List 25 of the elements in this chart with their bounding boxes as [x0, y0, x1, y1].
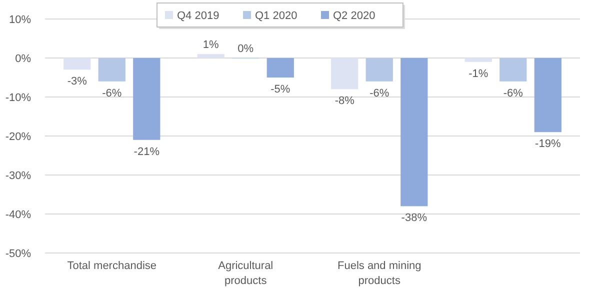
data-label: -6% — [370, 87, 390, 100]
data-label: -5% — [270, 84, 290, 96]
legend-label: Q2 2020 — [333, 10, 376, 22]
data-label: -38% — [401, 212, 428, 224]
y-tick-label: -50% — [5, 248, 32, 260]
data-label: -6% — [503, 87, 524, 100]
data-label: -19% — [535, 138, 561, 150]
x-tick-label: Total merchandise — [67, 260, 157, 272]
x-tick-label: Agricultural products — [218, 260, 274, 287]
data-label: 1% — [202, 39, 220, 52]
y-tick-label: -30% — [5, 170, 32, 182]
y-tick-label: -10% — [5, 92, 32, 104]
y-tick-label: 10% — [8, 14, 32, 26]
data-label: -8% — [334, 95, 355, 108]
data-label: 0% — [238, 43, 254, 55]
y-tick-label: -20% — [5, 131, 32, 143]
legend-label: Q1 2020 — [255, 10, 298, 22]
x-tick-label: Fuels and mining products — [337, 260, 422, 287]
data-label: -21% — [134, 146, 160, 158]
legend-label: Q4 2019 — [177, 10, 220, 22]
data-label: -6% — [102, 87, 122, 100]
data-label: -1% — [468, 68, 488, 80]
y-tick-label: 0% — [15, 53, 32, 65]
data-label: -3% — [67, 76, 88, 88]
y-tick-label: -40% — [5, 209, 32, 221]
